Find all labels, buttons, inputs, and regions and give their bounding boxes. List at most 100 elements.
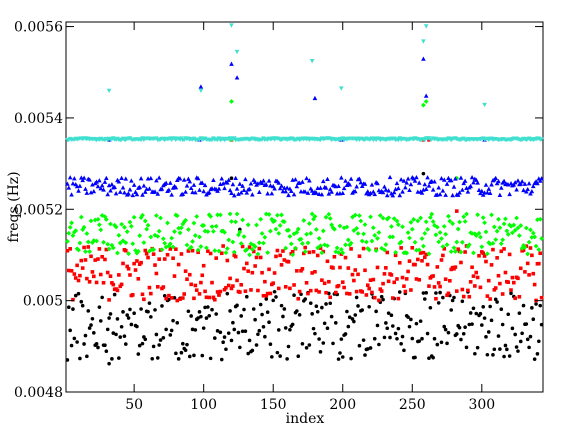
data-point: [197, 234, 202, 240]
data-point: [432, 179, 437, 184]
data-point: [422, 297, 427, 301]
data-point: [120, 238, 126, 244]
data-point: [464, 211, 469, 217]
data-point: [110, 245, 116, 251]
data-point: [354, 289, 359, 294]
data-point: [98, 272, 103, 277]
data-point: [511, 222, 517, 228]
data-point: [431, 355, 435, 360]
data-point: [76, 247, 81, 253]
data-point: [259, 231, 265, 236]
data-point: [299, 268, 303, 273]
data-point: [357, 254, 362, 259]
data-point: [419, 190, 425, 195]
data-point: [258, 255, 263, 260]
data-point: [239, 283, 244, 287]
data-point: [172, 296, 177, 300]
data-point: [175, 298, 180, 303]
data-point: [72, 336, 77, 341]
data-point: [107, 298, 111, 302]
data-point: [173, 185, 179, 190]
data-point: [250, 270, 255, 275]
data-point: [169, 296, 174, 300]
data-point: [496, 334, 501, 338]
data-point: [406, 315, 410, 319]
data-point: [427, 284, 431, 288]
data-point: [367, 305, 371, 309]
data-point: [369, 182, 375, 187]
data-point: [224, 347, 228, 352]
data-point: [369, 238, 375, 244]
data-point: [261, 240, 266, 246]
data-point: [443, 192, 448, 197]
data-point: [395, 222, 401, 228]
data-point: [451, 245, 457, 251]
data-point: [234, 49, 240, 55]
data-point: [67, 175, 73, 180]
data-point: [108, 274, 113, 279]
data-point: [226, 177, 232, 182]
data-point: [301, 218, 307, 223]
data-point: [339, 86, 344, 91]
data-point: [517, 311, 522, 315]
data-point: [91, 189, 97, 194]
data-point: [448, 177, 454, 183]
data-point: [244, 261, 249, 266]
data-point: [152, 189, 158, 194]
data-point: [304, 346, 309, 350]
data-point: [414, 247, 419, 253]
data-point: [134, 250, 140, 256]
data-point: [527, 273, 531, 277]
data-point: [295, 309, 299, 313]
data-point: [494, 228, 500, 234]
data-point: [116, 232, 122, 238]
data-point: [90, 182, 95, 187]
data-point: [86, 245, 91, 249]
data-point: [190, 248, 195, 253]
x-tick-label: 50: [125, 397, 143, 413]
data-point: [526, 239, 532, 245]
data-point: [108, 221, 113, 227]
data-point: [120, 185, 126, 190]
data-point: [444, 242, 450, 248]
data-point: [403, 289, 408, 294]
data-point: [440, 188, 446, 193]
data-point: [122, 334, 127, 338]
data-point: [468, 311, 473, 315]
data-point: [223, 250, 229, 256]
data-point: [461, 214, 467, 220]
data-point: [229, 176, 234, 181]
data-point: [525, 261, 530, 266]
data-point: [148, 234, 154, 240]
data-point: [391, 216, 397, 222]
data-point: [215, 290, 220, 294]
data-point: [85, 354, 89, 359]
data-point: [200, 273, 205, 278]
data-point: [165, 252, 170, 257]
data-point: [121, 310, 125, 314]
data-point: [484, 335, 488, 339]
data-point: [78, 273, 82, 278]
data-point: [372, 336, 377, 341]
data-point: [272, 186, 277, 191]
data-point: [479, 188, 485, 193]
data-point: [421, 291, 426, 295]
data-point: [251, 242, 257, 248]
data-point: [229, 219, 234, 224]
data-point: [110, 357, 114, 361]
data-point: [222, 335, 227, 339]
data-point: [131, 182, 137, 187]
data-point: [443, 327, 448, 332]
data-point: [401, 178, 407, 183]
data-point: [383, 187, 389, 192]
data-point: [346, 324, 351, 329]
data-point: [320, 278, 324, 282]
data-point: [321, 341, 326, 345]
data-point: [510, 275, 515, 280]
data-point: [384, 266, 388, 270]
data-point: [116, 179, 122, 184]
data-point: [196, 316, 200, 320]
data-point: [455, 226, 461, 232]
data-point: [366, 247, 372, 253]
